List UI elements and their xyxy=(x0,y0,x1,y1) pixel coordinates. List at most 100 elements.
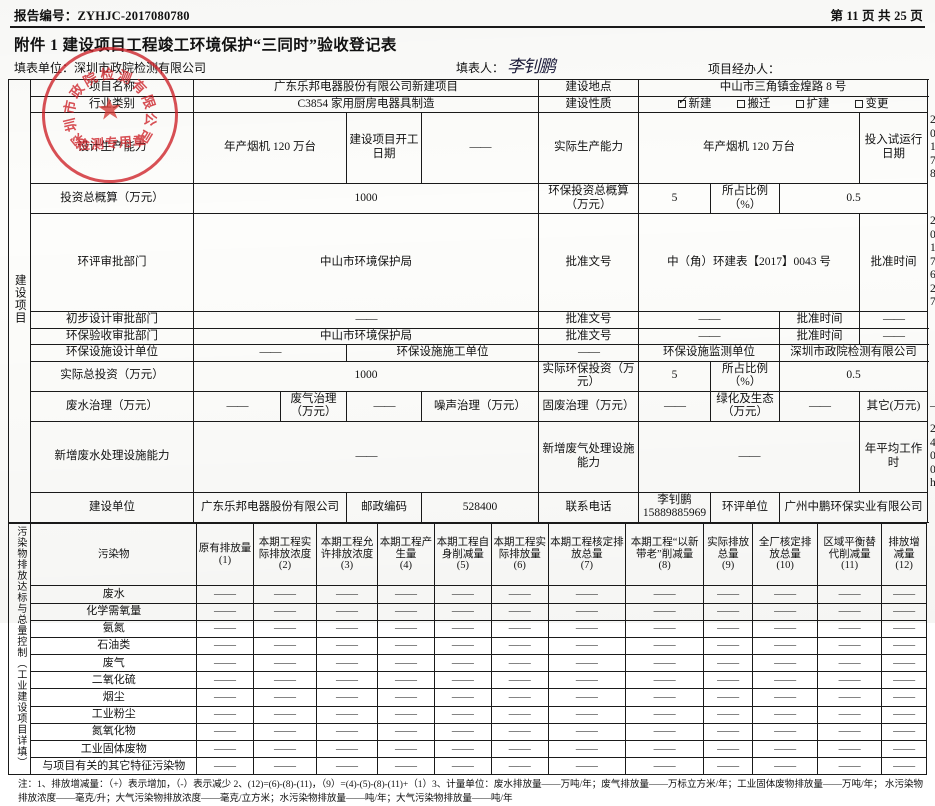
label-construct-unit: 环保设施施工单位 xyxy=(346,344,539,362)
label-trial-date: 投入试运行日期 xyxy=(859,112,928,184)
checkbox-icon xyxy=(854,100,863,109)
cell: —— xyxy=(752,636,819,656)
filler-person: 填表人： 李钊鹏 xyxy=(456,52,556,77)
value-greening xyxy=(779,390,860,422)
cell: —— xyxy=(703,654,754,673)
checkbox-expansion[interactable]: 扩建 xyxy=(795,98,830,112)
value-monitor-unit: 深圳市政院检测有限公司 xyxy=(779,344,928,362)
pollutant-name: 化学需氧量 xyxy=(30,602,198,621)
label-actual-capacity: 实际生产能力 xyxy=(538,112,639,184)
pollutant-name: 二氧化硫 xyxy=(30,671,198,690)
cell: —— xyxy=(703,757,754,776)
value-postcode: 528400 xyxy=(421,491,539,523)
filler-unit-value: 深圳市政院检测有限公司 xyxy=(74,61,207,75)
cell: —— xyxy=(703,602,754,621)
cell: —— xyxy=(881,671,927,690)
footer-note: 注：1、排放增减量：（+）表示增加，（-）表示减少 2、(12)=(6)-(8)… xyxy=(18,779,923,805)
value-env-budget: 5 xyxy=(638,182,711,215)
cell: —— xyxy=(752,688,819,707)
cell: —— xyxy=(316,722,378,742)
table-row-prelim-design: 初步设计审批部门 批准文号 批准时间 xyxy=(9,311,928,329)
label-industry: 行业类别 xyxy=(30,95,194,114)
cell: —— xyxy=(547,688,627,707)
value-acceptance-time xyxy=(859,327,928,346)
label-annual-hours: 年平均工作时 xyxy=(859,420,928,493)
cell: —— xyxy=(490,722,549,742)
cell: —— xyxy=(490,636,549,656)
label-new-gas-cap: 新增废气处理设施能力 xyxy=(538,420,639,493)
label-prelim-doc-no: 批准文号 xyxy=(538,311,639,329)
page-title: 附件 1 建设项目工程竣工环境保护“三同时”验收登记表 xyxy=(14,37,397,54)
cell: —— xyxy=(881,602,927,621)
value-start-date xyxy=(421,112,539,184)
project-agent-label: 项目经办人： xyxy=(708,62,781,76)
column-header-9: 实际排放总量 (9) xyxy=(703,522,754,587)
value-acceptance-doc-no xyxy=(638,327,780,346)
cell: —— xyxy=(376,585,435,604)
cell: —— xyxy=(490,688,549,707)
table-row: 废气 —— —— —— —— —— —— —— —— —— —— —— —— xyxy=(9,654,927,673)
cell: —— xyxy=(817,585,883,604)
cell: —— xyxy=(376,722,435,742)
cell: —— xyxy=(316,636,378,656)
value-env-budget-pct: 0.5 xyxy=(779,182,928,215)
cell: —— xyxy=(817,688,883,707)
column-header-12: 排放增减量 (12) xyxy=(881,522,927,587)
label-actual-env: 实际环保投资（万元） xyxy=(538,360,639,392)
value-actual-total: 1000 xyxy=(193,360,539,392)
cell: —— xyxy=(752,585,819,604)
checkbox-new-build[interactable]: 新建 xyxy=(677,96,712,112)
label-builder: 建设单位 xyxy=(30,491,194,523)
cell: —— xyxy=(196,688,254,707)
cell: —— xyxy=(547,585,627,604)
cell: —— xyxy=(252,636,318,656)
cell: —— xyxy=(817,671,883,690)
cell: —— xyxy=(703,671,754,690)
pollutant-name: 废气 xyxy=(30,654,198,673)
cell: —— xyxy=(881,757,927,776)
cell: —— xyxy=(624,739,705,759)
value-prelim-design-dept xyxy=(193,311,539,329)
cell: —— xyxy=(881,636,927,656)
pollutant-table: 污染物排放达标与总量控制（工业建设项目详填） 污染物 原有排放量 (1) 本期工程… xyxy=(7,522,927,776)
table-row-eia-approval: 环评审批部门 中山市环境保护局 批准文号 中（角）环建表【2017】0043 号… xyxy=(9,213,935,312)
cell: —— xyxy=(703,585,754,604)
cell: —— xyxy=(252,739,318,759)
label-site: 建设地点 xyxy=(538,79,639,97)
cell: —— xyxy=(703,688,754,707)
value-design-capacity: 年产烟机 120 万台 xyxy=(193,112,347,184)
cell: —— xyxy=(376,636,435,656)
cell: —— xyxy=(817,757,883,776)
label-total-budget: 投资总概算（万元） xyxy=(30,182,194,215)
column-header-7: 本期工程核定排放总量 (7) xyxy=(547,522,627,587)
value-actual-capacity: 年产烟机 120 万台 xyxy=(638,112,860,184)
cell: —— xyxy=(703,739,754,759)
cell: —— xyxy=(817,654,883,673)
label-contact: 联系电话 xyxy=(538,491,639,523)
checkbox-icon xyxy=(795,100,804,109)
cell: —— xyxy=(316,585,378,604)
cell: —— xyxy=(490,671,549,690)
value-actual-env: 5 xyxy=(638,360,711,392)
section-label-project: 建设项目 xyxy=(8,79,31,523)
label-new-water-cap: 新增废水处理设施能力 xyxy=(30,420,194,493)
contact-phone: 15889885969 xyxy=(642,507,707,520)
checkbox-change[interactable]: 变更 xyxy=(854,98,889,112)
column-header-6: 本期工程实际排放量 (6) xyxy=(490,522,549,587)
cell: —— xyxy=(490,602,549,621)
cell: —— xyxy=(490,654,549,673)
table-row: 与项目有关的其它特征污染物 —— —— —— —— —— —— —— —— —— —— —— —— xyxy=(9,757,927,776)
value-design-unit xyxy=(193,344,347,362)
cell: —— xyxy=(752,739,819,759)
cell: —— xyxy=(703,722,754,742)
cell: —— xyxy=(316,688,378,707)
table-row: 二氧化硫 —— —— —— —— —— —— —— —— —— —— —— —— xyxy=(9,671,927,690)
cell: —— xyxy=(817,739,883,759)
table-row-builder: 建设单位 广东乐邦电器股份有限公司 邮政编码 528400 联系电话 李钊鹏 1… xyxy=(9,491,928,523)
label-env-budget: 环保投资总概算（万元） xyxy=(538,182,639,215)
checkbox-relocation[interactable]: 搬迁 xyxy=(736,98,771,112)
cell: —— xyxy=(547,654,627,673)
label-start-date: 建设项目开工日期 xyxy=(346,112,422,184)
value-site: 中山市三角镇金煌路 8 号 xyxy=(638,79,928,97)
cell: —— xyxy=(433,654,492,673)
